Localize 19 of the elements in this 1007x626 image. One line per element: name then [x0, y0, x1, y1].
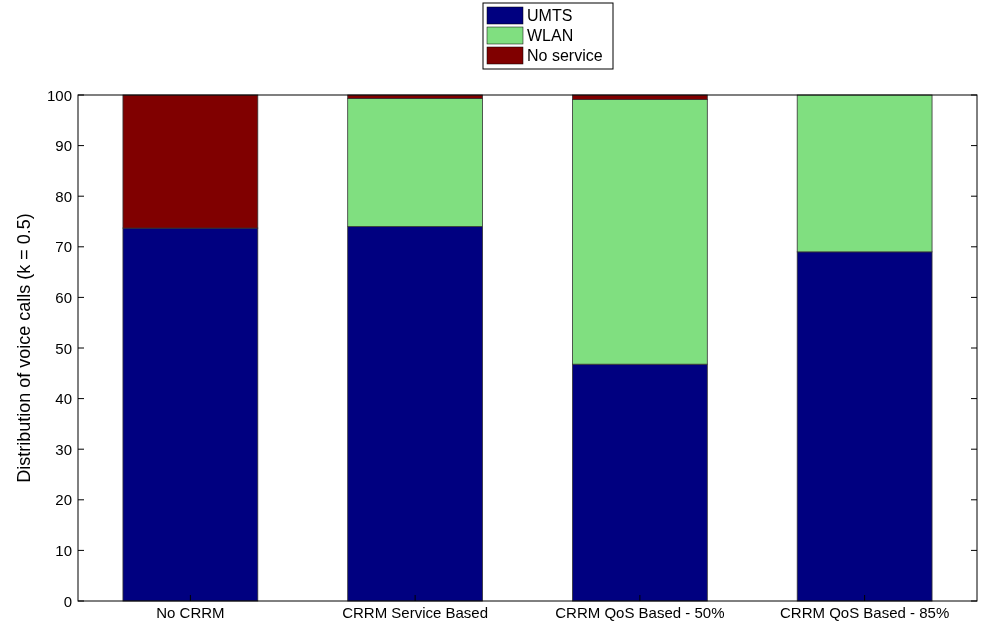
x-tick-label: CRRM QoS Based - 50%	[555, 604, 725, 621]
y-tick-label: 100	[46, 86, 72, 104]
y-tick-label: 30	[55, 440, 72, 458]
y-tick-label: 20	[55, 491, 72, 509]
y-tick-label: 0	[63, 592, 72, 610]
y-tick-label: 70	[55, 238, 72, 256]
y-tick-label: 60	[55, 288, 72, 306]
legend-label: No service	[527, 47, 603, 64]
y-axis-title: Distribution of voice calls (k = 0.5)	[14, 213, 34, 483]
y-tick-label: 80	[55, 187, 72, 205]
legend-label: WLAN	[527, 27, 574, 44]
y-tick-label: 10	[55, 541, 72, 559]
x-tick-label: No CRRM	[156, 604, 225, 621]
y-tick-label: 40	[55, 390, 72, 408]
x-tick-label: CRRM Service Based	[342, 604, 489, 621]
legend-label: UMTS	[527, 7, 573, 24]
y-tick-label: 50	[55, 339, 72, 357]
y-tick-label: 90	[55, 137, 72, 155]
x-tick-label: CRRM QoS Based - 85%	[780, 604, 950, 621]
